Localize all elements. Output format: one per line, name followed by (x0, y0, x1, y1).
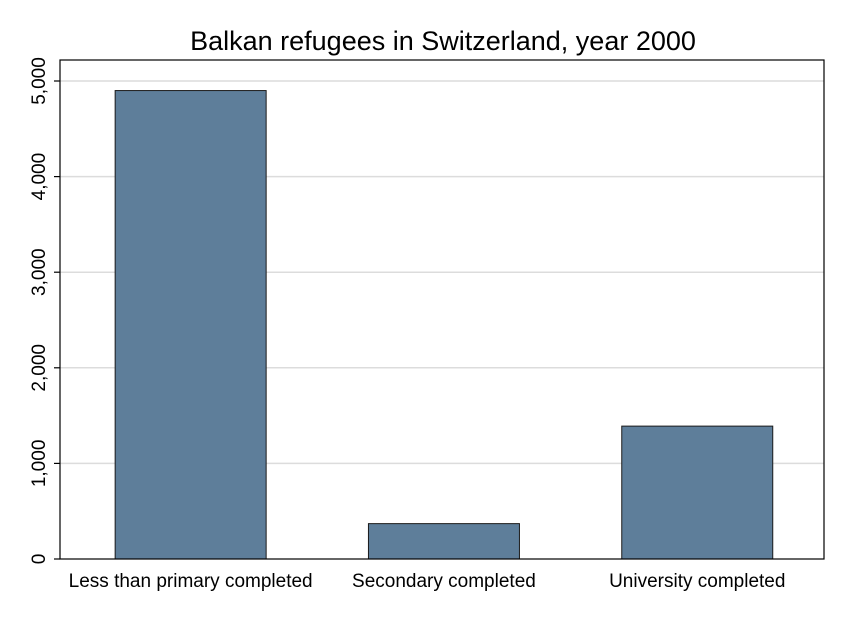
y-tick-label: 4,000 (29, 153, 50, 201)
bar (367, 523, 520, 560)
bar (621, 425, 774, 560)
chart-title: Balkan refugees in Switzerland, year 200… (190, 26, 696, 56)
x-axis: Less than primary completed Secondary com… (69, 571, 786, 592)
y-tick-label: 2,000 (29, 344, 50, 392)
y-tick-label: 0 (29, 554, 50, 565)
x-category-label: University completed (609, 571, 785, 592)
y-tick-label: 1,000 (29, 440, 50, 488)
x-category-label: Less than primary completed (69, 571, 313, 592)
bars (114, 90, 774, 560)
bar (114, 90, 267, 560)
y-tick-label: 3,000 (29, 248, 50, 296)
plot-frame (59, 59, 825, 560)
x-category-label: Secondary completed (352, 571, 536, 592)
y-tick-label: 5,000 (29, 57, 50, 105)
y-axis: 0 1,000 2,000 3,000 4,000 5,000 (29, 57, 60, 564)
